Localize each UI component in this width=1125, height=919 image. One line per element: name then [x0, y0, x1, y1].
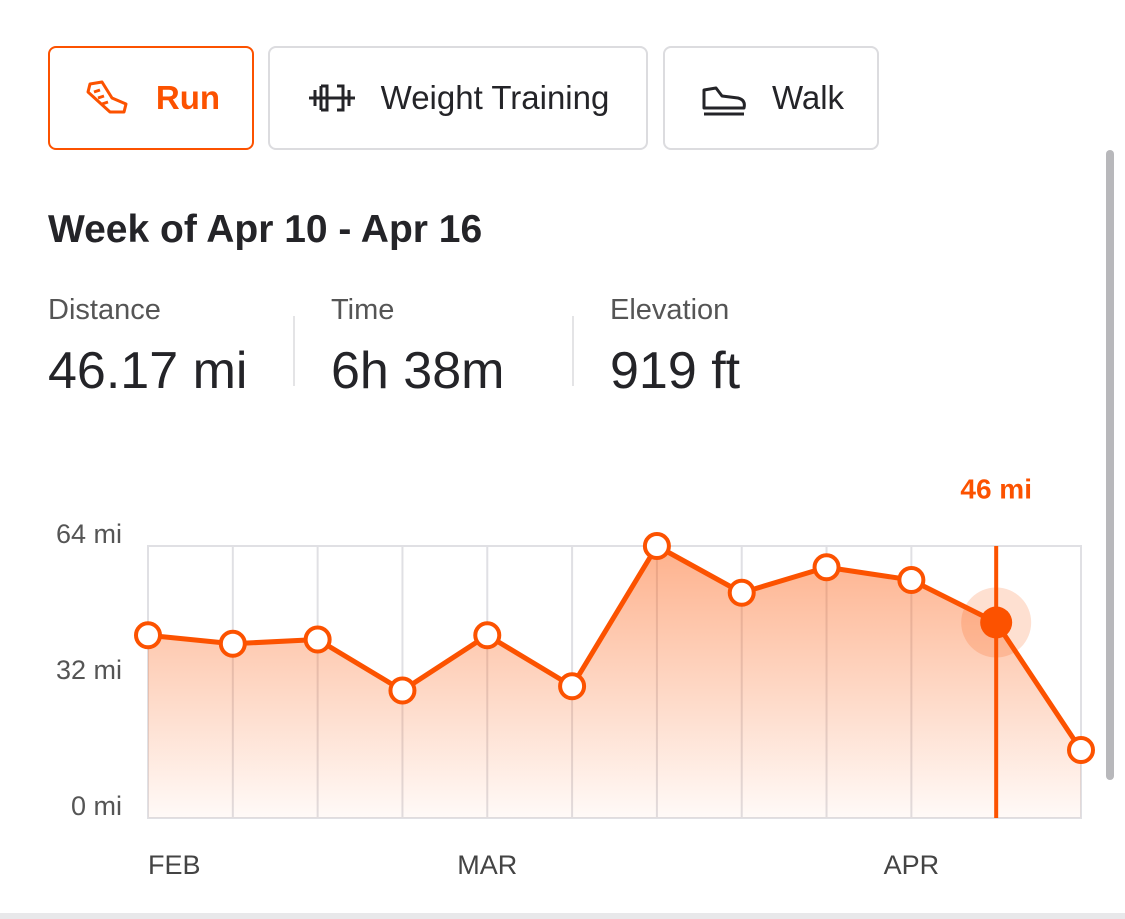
y-tick-label: 0 mi — [71, 791, 122, 821]
divider — [572, 316, 574, 386]
stat-value: 6h 38m — [331, 342, 505, 400]
stat: Time 6h 38m — [331, 294, 504, 401]
point — [303, 625, 332, 654]
tab-run[interactable]: Run — [48, 46, 254, 150]
stat-label: Distance — [48, 294, 161, 326]
stat-label: Time — [331, 294, 395, 326]
stat: Distance 46.17 mi — [48, 294, 247, 401]
run-icon — [86, 80, 128, 114]
tab-label: Weight Training — [380, 79, 610, 116]
stat: Elevation 919 ft — [610, 294, 740, 401]
point — [642, 532, 671, 560]
point — [218, 629, 247, 658]
weight-icon — [308, 84, 355, 112]
scrollbar[interactable] — [1106, 150, 1114, 780]
point — [134, 621, 162, 650]
point — [812, 553, 841, 582]
bottom-bar — [0, 913, 1125, 919]
point — [473, 621, 502, 650]
point — [558, 672, 587, 701]
point — [1067, 736, 1095, 764]
stat-value: 919 ft — [610, 342, 741, 400]
point — [727, 578, 756, 607]
y-tick-label: 64 mi — [56, 519, 122, 549]
point — [980, 606, 1013, 639]
stat-label: Elevation — [610, 294, 730, 326]
highlight-label: 46 mi — [960, 473, 1032, 504]
tab-label: Run — [155, 79, 221, 116]
chart: 0 mi 32 mi 64 mi FEB MAR APR 46 mi — [56, 473, 1095, 880]
x-tick-label: FEB — [148, 850, 201, 880]
y-tick-label: 32 mi — [56, 655, 122, 685]
divider — [293, 316, 295, 386]
x-tick-label: MAR — [457, 850, 517, 880]
week-heading: Week of Apr 10 - Apr 16 — [48, 208, 483, 251]
walk-icon — [702, 86, 746, 116]
tab-walk[interactable]: Walk — [663, 46, 879, 150]
tab-weight[interactable]: Weight Training — [268, 46, 648, 150]
area — [148, 546, 1081, 818]
line — [147, 543, 1084, 752]
tab-label: Walk — [771, 79, 845, 116]
point — [388, 676, 417, 705]
point — [897, 566, 926, 594]
stat-value: 46.17 mi — [48, 342, 248, 400]
x-tick-label: APR — [884, 850, 940, 880]
